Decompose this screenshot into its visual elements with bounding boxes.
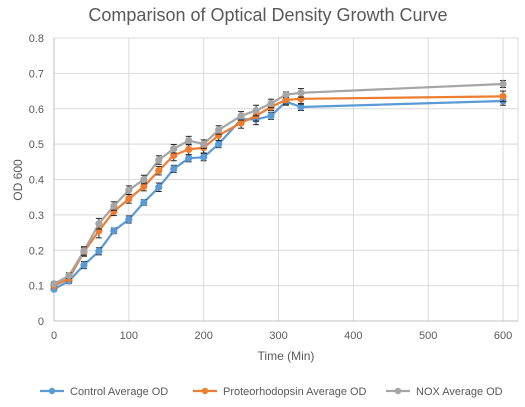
- data-point: [200, 153, 208, 161]
- y-tick-label: 0.6: [29, 104, 44, 116]
- y-tick-label: 0.4: [29, 175, 44, 187]
- legend-swatch-marker: [201, 387, 209, 395]
- legend-label: NOX Average OD: [416, 386, 503, 398]
- data-point: [185, 154, 193, 162]
- x-axis-title: Time (Min): [258, 349, 315, 363]
- data-point: [170, 165, 178, 173]
- y-tick-label: 0.5: [29, 139, 44, 151]
- x-tick-label: 400: [344, 330, 362, 342]
- y-tick-label: 0.2: [29, 245, 44, 257]
- legend-swatch-marker: [48, 387, 56, 395]
- data-point: [237, 119, 245, 127]
- data-point: [282, 91, 290, 99]
- legend-item-3: NOX Average OD: [386, 386, 503, 398]
- data-point: [252, 106, 260, 115]
- data-point: [80, 247, 88, 255]
- data-point: [215, 126, 223, 134]
- data-point: [110, 227, 118, 235]
- y-tick-labels: 0 0.1 0.2 0.3 0.4 0.5 0.6 0.7 0.8: [29, 33, 44, 328]
- axes: [53, 38, 518, 322]
- x-tick-label: 0: [51, 330, 57, 342]
- series-3: [50, 79, 507, 288]
- data-point: [125, 186, 133, 194]
- legend-label: Proteorhodopsin Average OD: [223, 386, 367, 398]
- y-tick-label: 0: [38, 316, 44, 328]
- data-point: [155, 183, 163, 191]
- data-point: [185, 145, 193, 154]
- data-point: [95, 220, 103, 228]
- data-point: [65, 272, 73, 280]
- legend-swatch-marker: [394, 387, 402, 395]
- y-tick-label: 0.1: [29, 281, 44, 293]
- data-point: [155, 156, 163, 164]
- data-point: [95, 247, 103, 255]
- data-point: [110, 202, 118, 210]
- data-point: [267, 99, 275, 108]
- legend: Control Average OD Proteorhodopsin Averag…: [40, 386, 503, 398]
- x-tick-label: 600: [494, 330, 512, 342]
- data-point: [170, 145, 178, 153]
- chart-title: Comparison of Optical Density Growth Cur…: [88, 5, 447, 25]
- x-tick-label: 100: [120, 330, 138, 342]
- y-tick-label: 0.7: [29, 68, 44, 80]
- data-point: [50, 280, 58, 288]
- y-tick-label: 0.8: [29, 33, 44, 45]
- data-point: [80, 261, 88, 269]
- data-point: [125, 215, 133, 224]
- y-axis-title: OD 600: [11, 159, 25, 201]
- data-point: [200, 140, 208, 148]
- series-layer: [50, 79, 507, 293]
- legend-label: Control Average OD: [70, 386, 168, 398]
- data-point: [237, 112, 245, 120]
- data-point: [215, 140, 223, 148]
- data-point: [155, 167, 163, 175]
- legend-item-1: Control Average OD: [40, 386, 168, 398]
- data-point: [140, 198, 148, 207]
- x-tick-label: 200: [194, 330, 212, 342]
- gridlines: [53, 37, 519, 321]
- data-point: [140, 175, 148, 184]
- x-tick-label: 500: [419, 330, 437, 342]
- x-tick-labels: 0 100 200 300 400 500 600: [51, 330, 512, 342]
- data-point: [140, 182, 148, 191]
- legend-item-2: Proteorhodopsin Average OD: [193, 386, 367, 398]
- data-point: [297, 89, 305, 97]
- data-point: [499, 92, 507, 100]
- data-point: [499, 80, 507, 88]
- data-point: [125, 195, 133, 203]
- data-point: [267, 112, 275, 120]
- data-point: [297, 103, 305, 111]
- x-tick-label: 300: [269, 330, 287, 342]
- data-point: [185, 136, 193, 145]
- y-tick-label: 0.3: [29, 210, 44, 222]
